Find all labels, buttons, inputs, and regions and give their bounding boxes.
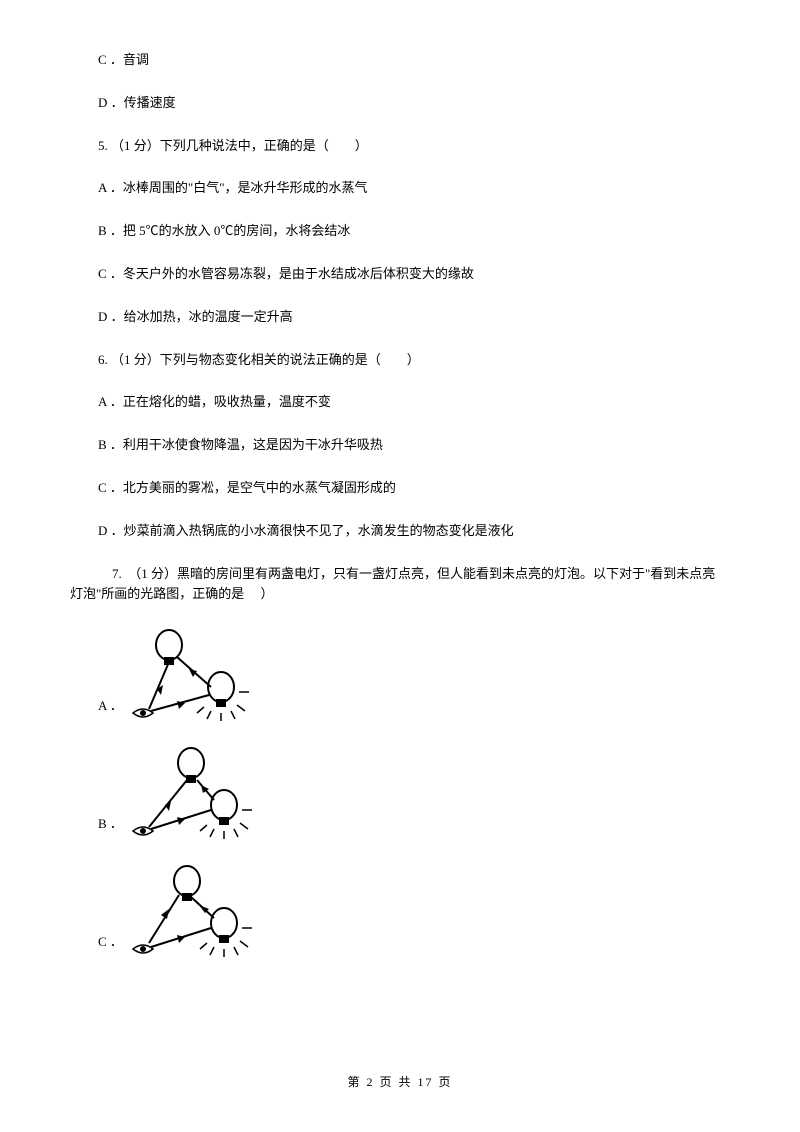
q7-option-b-row: B ． bbox=[98, 745, 730, 845]
lit-bulb-icon bbox=[200, 790, 252, 839]
q7-label-c: C ． bbox=[98, 932, 123, 963]
eye-icon bbox=[133, 709, 153, 717]
q5-stem: 5. （1 分）下列几种说法中，正确的是（ ） bbox=[70, 136, 730, 157]
q5-option-c: C ．冬天户外的水管容易冻裂，是由于水结成冰后体积变大的缘故 bbox=[70, 264, 730, 285]
lit-bulb-icon bbox=[200, 908, 252, 957]
q7-label-b: B ． bbox=[98, 814, 123, 845]
diagram-b bbox=[129, 745, 259, 845]
diagram-a bbox=[129, 627, 259, 727]
q6-option-c: C ．北方美丽的雾凇，是空气中的水蒸气凝固形成的 bbox=[70, 478, 730, 499]
q7-option-a-row: A ． bbox=[98, 627, 730, 727]
page-footer: 第 2 页 共 17 页 bbox=[0, 1073, 800, 1092]
unlit-bulb-icon bbox=[156, 630, 182, 665]
q7-line1: 7. （1 分）黑暗的房间里有两盏电灯，只有一盏灯点亮，但人能看到未点亮的灯泡。… bbox=[70, 564, 730, 585]
q5-option-b: B ．把 5℃的水放入 0℃的房间，水将会结冰 bbox=[70, 221, 730, 242]
eye-icon bbox=[133, 945, 153, 953]
q6-option-b: B ．利用干冰使食物降温，这是因为干冰升华吸热 bbox=[70, 435, 730, 456]
unlit-bulb-icon bbox=[178, 748, 204, 783]
q6-stem: 6. （1 分）下列与物态变化相关的说法正确的是（ ） bbox=[70, 350, 730, 371]
q5-option-d: D ．给冰加热，冰的温度一定升高 bbox=[70, 307, 730, 328]
q6-option-a: A ．正在熔化的蜡，吸收热量，温度不变 bbox=[70, 392, 730, 413]
q5-option-a: A ．冰棒周围的"白气"，是冰升华形成的水蒸气 bbox=[70, 178, 730, 199]
prev-option-d: D ．传播速度 bbox=[70, 93, 730, 114]
eye-icon bbox=[133, 827, 153, 835]
q7-label-a: A ． bbox=[98, 696, 123, 727]
prev-option-c: C ．音调 bbox=[70, 50, 730, 71]
diagram-c bbox=[129, 863, 259, 963]
q6-option-d: D ．炒菜前滴入热锅底的小水滴很快不见了，水滴发生的物态变化是液化 bbox=[70, 521, 730, 542]
q7-line2: 灯泡"所画的光路图，正确的是 ） bbox=[70, 584, 730, 605]
q7-option-c-row: C ． bbox=[98, 863, 730, 963]
